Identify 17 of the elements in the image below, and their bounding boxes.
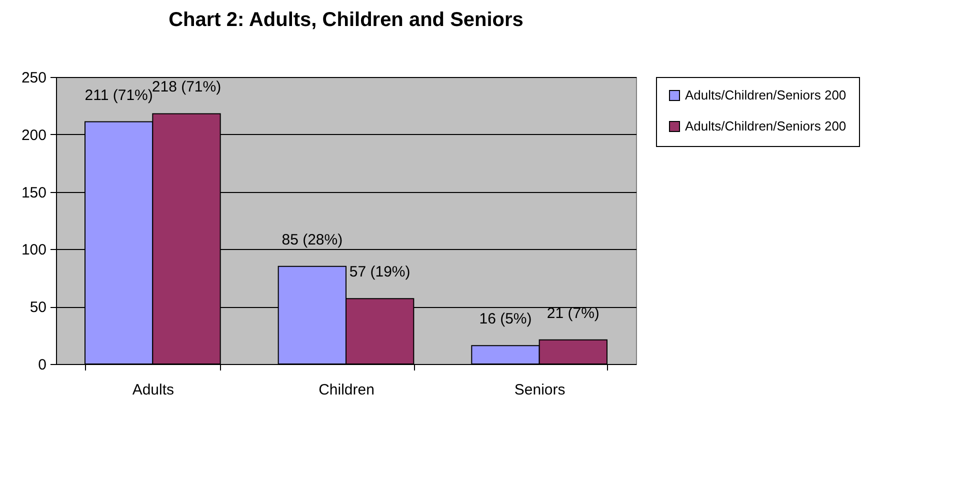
legend-label: Adults/Children/Seniors 200 bbox=[685, 88, 846, 102]
y-tick-label: 50 bbox=[30, 299, 46, 316]
y-tick-label: 250 bbox=[21, 70, 46, 86]
data-label: 16 (5%) bbox=[479, 310, 532, 328]
y-tick-label: 150 bbox=[21, 184, 46, 202]
x-tick-label: Seniors bbox=[514, 382, 566, 398]
y-tick-label: 100 bbox=[21, 242, 46, 259]
data-label: 218 (71%) bbox=[152, 78, 222, 96]
data-label: 85 (28%) bbox=[282, 231, 343, 248]
legend-label: Adults/Children/Seniors 200 bbox=[685, 118, 846, 134]
x-tick-label: Children bbox=[318, 382, 374, 398]
y-tick-label: 200 bbox=[21, 126, 46, 144]
data-label: 211 (71%) bbox=[84, 86, 153, 104]
chart-title: Chart 2: Adults, Children and Seniors bbox=[168, 9, 524, 31]
x-tick-label: Adults bbox=[132, 382, 174, 398]
data-label: 57 (19%) bbox=[349, 264, 410, 281]
y-tick-label: 0 bbox=[38, 356, 46, 374]
